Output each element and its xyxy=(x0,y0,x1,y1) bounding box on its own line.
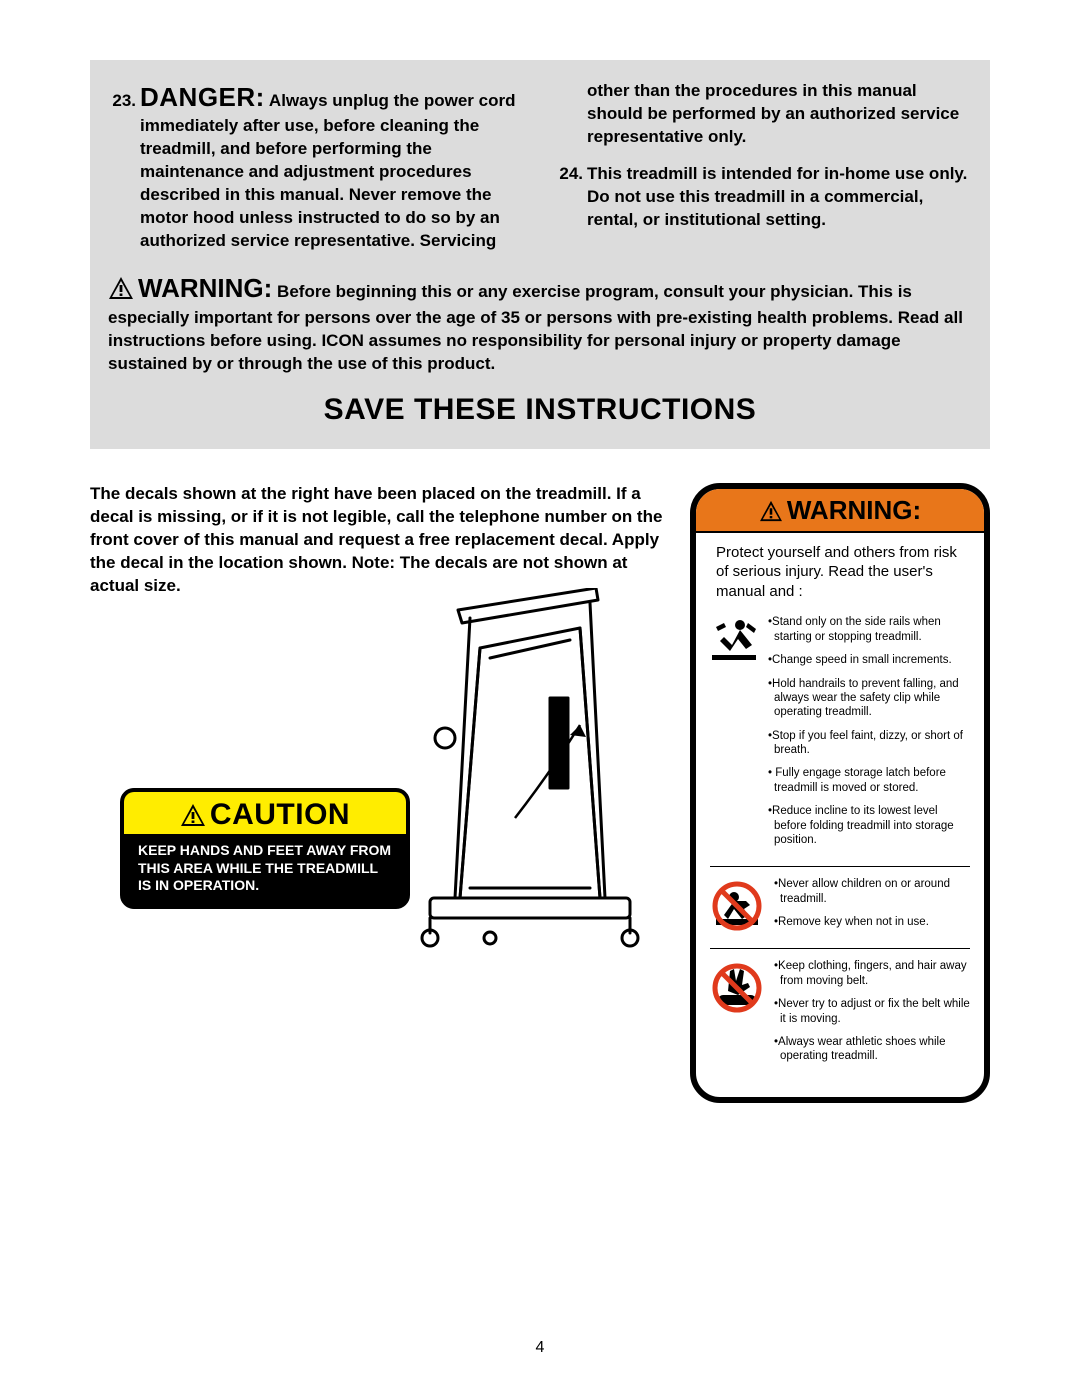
danger-label: DANGER: xyxy=(140,82,265,112)
right-column: other than the procedures in this manual… xyxy=(555,80,972,253)
warning-panel-column: WARNING: Protect yourself and others fro… xyxy=(690,483,990,1102)
warning-paragraph: WARNING: Before beginning this or any ex… xyxy=(108,271,972,376)
save-instructions-title: SAVE THESE INSTRUCTIONS xyxy=(108,393,972,427)
caution-triangle-icon xyxy=(180,803,206,827)
safety-box: 23.DANGER: Always unplug the power cord … xyxy=(90,60,990,449)
warning-bullet: Hold handrails to prevent falling, and a… xyxy=(768,677,970,720)
warning-triangle-icon xyxy=(759,500,783,522)
warning-bullet: Never allow children on or around treadm… xyxy=(774,877,970,906)
warning-section-2-bullets: Never allow children on or around treadm… xyxy=(774,877,970,938)
item-23: 23.DANGER: Always unplug the power cord … xyxy=(108,80,525,253)
warning-section-1-bullets: Stand only on the side rails when starti… xyxy=(768,615,970,856)
item-23-continued: other than the procedures in this manual… xyxy=(555,80,972,149)
warning-bullet: Stand only on the side rails when starti… xyxy=(768,615,970,644)
warning-section-1: Stand only on the side rails when starti… xyxy=(696,609,984,862)
pointer-arrow xyxy=(510,713,600,823)
caution-header: CAUTION xyxy=(124,792,406,834)
left-column: 23.DANGER: Always unplug the power cord … xyxy=(108,80,525,253)
warning-section-2: Never allow children on or around treadm… xyxy=(696,871,984,944)
item-23-number: 23. xyxy=(108,90,136,113)
instruction-columns: 23.DANGER: Always unplug the power cord … xyxy=(108,80,972,253)
warning-bullet: Reduce incline to its lowest level befor… xyxy=(768,804,970,847)
item-24: 24.This treadmill is intended for in-hom… xyxy=(555,163,972,232)
warning-decal-label: WARNING: xyxy=(787,495,921,526)
page-number: 4 xyxy=(0,1339,1080,1357)
separator-1 xyxy=(710,866,970,867)
item-24-text: This treadmill is intended for in-home u… xyxy=(587,164,967,229)
warning-bullet: Remove key when not in use. xyxy=(774,915,970,929)
warning-triangle-icon xyxy=(108,276,134,307)
caution-label: CAUTION xyxy=(210,798,350,832)
warning-label: WARNING: xyxy=(138,273,272,303)
warning-intro-text: Protect yourself and others from risk of… xyxy=(696,533,984,610)
caution-decal: CAUTION KEEP HANDS AND FEET AWAY FROM TH… xyxy=(120,788,410,909)
no-children-icon xyxy=(710,877,764,938)
caution-diagram-area: CAUTION KEEP HANDS AND FEET AWAY FROM TH… xyxy=(120,788,680,909)
warning-bullet: Keep clothing, fingers, and hair away fr… xyxy=(774,959,970,988)
warning-decal: WARNING: Protect yourself and others fro… xyxy=(690,483,990,1102)
warning-bullet: Fully engage storage latch before treadm… xyxy=(768,766,970,795)
item-23-text: Always unplug the power cord immediately… xyxy=(140,91,515,250)
warning-decal-header: WARNING: xyxy=(696,489,984,533)
caution-body-text: KEEP HANDS AND FEET AWAY FROM THIS AREA … xyxy=(124,834,406,905)
decal-section: The decals shown at the right have been … xyxy=(90,483,990,1102)
no-hand-belt-icon xyxy=(710,959,764,1072)
falling-person-icon xyxy=(710,615,758,856)
item-24-number: 24. xyxy=(555,163,583,186)
warning-section-3: Keep clothing, fingers, and hair away fr… xyxy=(696,953,984,1078)
decal-intro-text: The decals shown at the right have been … xyxy=(90,483,680,598)
warning-bullet: Stop if you feel faint, dizzy, or short … xyxy=(768,729,970,758)
warning-bullet: Change speed in small increments. xyxy=(768,653,970,667)
warning-section-3-bullets: Keep clothing, fingers, and hair away fr… xyxy=(774,959,970,1072)
warning-bullet: Never try to adjust or fix the belt whil… xyxy=(774,997,970,1026)
decal-left: The decals shown at the right have been … xyxy=(90,483,680,1102)
separator-2 xyxy=(710,948,970,949)
warning-bullet: Always wear athletic shoes while operati… xyxy=(774,1035,970,1064)
